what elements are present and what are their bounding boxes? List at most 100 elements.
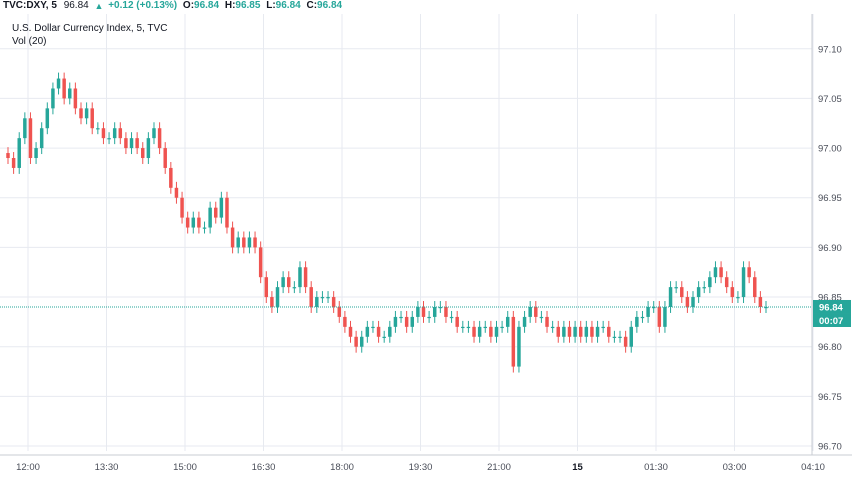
candle-body	[298, 267, 302, 288]
candle-body	[315, 297, 319, 307]
candle-body	[107, 138, 111, 140]
candle-body	[708, 277, 712, 288]
candle-body	[646, 306, 650, 317]
candle-body	[73, 88, 78, 109]
candle-body	[11, 158, 16, 168]
candle-body	[23, 118, 27, 139]
candle-body	[331, 297, 336, 307]
candle-body	[337, 306, 342, 317]
candle-body	[472, 326, 476, 337]
candle-body	[348, 326, 353, 337]
candle-body	[556, 326, 560, 337]
candle-body	[152, 128, 156, 139]
candle-body	[124, 138, 128, 149]
candle-body	[399, 316, 403, 319]
y-tick-label: 96.95	[818, 193, 842, 204]
candle-body	[511, 316, 516, 367]
price-change: +0.12 (+0.13%)	[108, 0, 178, 11]
candle-body	[191, 217, 196, 228]
symbol-label[interactable]: TVC:DXY, 5	[3, 0, 57, 11]
candle-body	[230, 227, 235, 248]
candle-body	[595, 326, 600, 337]
candle-body	[135, 138, 139, 149]
candle-body	[623, 336, 628, 347]
candle-body	[90, 108, 94, 129]
candle-body	[264, 277, 269, 298]
x-tick-label: 16:30	[252, 462, 276, 473]
last-price-value: 96.84	[63, 0, 89, 11]
price-tags: 96.84 00:07	[813, 299, 851, 327]
candle-body	[56, 78, 61, 89]
candle-body	[410, 316, 415, 327]
candle-body	[668, 287, 673, 307]
countdown-tag	[813, 313, 851, 327]
candle-body	[657, 306, 662, 327]
candle-body	[713, 267, 718, 278]
candle-body	[483, 326, 487, 329]
candle-body	[214, 207, 218, 218]
candle-body	[242, 237, 246, 248]
open-label: O:	[182, 0, 195, 11]
candle-body	[545, 316, 549, 327]
x-tick-label: 19:30	[409, 462, 433, 473]
countdown-tag-text: 00:07	[819, 316, 843, 327]
candle-body	[528, 306, 532, 317]
candle-body	[68, 88, 72, 99]
candle-body	[17, 138, 21, 168]
x-tick-label: 12:00	[16, 462, 40, 473]
candle-body	[578, 326, 583, 337]
candle-body	[567, 326, 572, 337]
x-tick-label: 21:00	[487, 462, 511, 473]
low-value: 96.84	[275, 0, 301, 11]
candle-body	[287, 277, 291, 288]
candle-body	[562, 326, 566, 337]
candle-body	[651, 306, 656, 309]
candle-body	[494, 326, 499, 337]
candle-body	[477, 326, 482, 337]
candle-body	[28, 118, 33, 159]
candlestick-series	[0, 72, 812, 373]
legend-volume[interactable]: Vol (20)	[12, 36, 47, 47]
candle-body	[45, 108, 50, 129]
x-tick-label: 15:00	[173, 462, 197, 473]
y-tick-label: 96.85	[818, 293, 842, 304]
candle-body	[185, 217, 190, 228]
candle-body	[421, 306, 426, 317]
legend-title[interactable]: U.S. Dollar Currency Index, 5, TVC	[12, 23, 168, 34]
last-price-tag	[813, 299, 851, 314]
candle-body	[320, 297, 325, 299]
candle-body	[416, 306, 420, 317]
candle-body	[371, 326, 375, 329]
candle-body	[461, 326, 465, 329]
chart-panel[interactable]: 96.70 96.75 96.80 96.85 96.90 96.95 97.00 97.05…	[0, 14, 852, 485]
candle-body	[724, 277, 729, 288]
candle-body	[590, 326, 594, 337]
candle-body	[522, 316, 527, 327]
candle-body	[466, 326, 471, 329]
candle-body	[388, 326, 392, 337]
last-price-tag-text: 96.84	[819, 302, 843, 313]
chart-grid	[0, 14, 814, 451]
candle-body	[719, 267, 723, 278]
candle-body	[354, 336, 358, 347]
y-tick-label: 96.90	[818, 243, 842, 254]
y-tick-label: 96.75	[818, 392, 842, 403]
open-value: 96.84	[194, 0, 220, 11]
candle-body	[303, 267, 308, 288]
candle-body	[702, 287, 706, 289]
candle-body	[376, 326, 381, 337]
candle-body	[129, 138, 134, 149]
candle-body	[157, 128, 162, 149]
candle-body	[736, 297, 740, 299]
candle-body	[444, 306, 448, 317]
price-chart[interactable]: 96.70 96.75 96.80 96.85 96.90 96.95 97.00 97.05…	[0, 14, 852, 485]
candle-body	[326, 297, 330, 299]
candle-body	[612, 336, 617, 338]
y-tick-label: 96.70	[818, 442, 842, 453]
candle-body	[51, 88, 55, 109]
candle-body	[169, 167, 173, 188]
low-label: L:	[266, 0, 276, 11]
candle-body	[219, 197, 224, 218]
y-tick-label: 97.00	[818, 144, 842, 155]
candle-body	[427, 316, 431, 319]
